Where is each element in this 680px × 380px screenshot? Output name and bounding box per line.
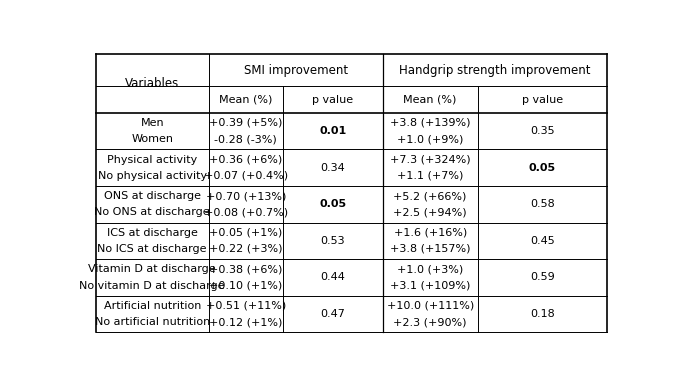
Text: Mean (%): Mean (%): [219, 95, 273, 105]
Text: 0.44: 0.44: [320, 272, 345, 282]
Text: 0.53: 0.53: [320, 236, 345, 246]
Text: 0.05: 0.05: [319, 199, 346, 209]
Text: 0.59: 0.59: [530, 272, 555, 282]
Text: SMI improvement: SMI improvement: [243, 64, 348, 77]
Text: +5.2 (+66%): +5.2 (+66%): [394, 191, 467, 201]
Text: +3.8 (+157%): +3.8 (+157%): [390, 244, 471, 254]
Text: +3.1 (+109%): +3.1 (+109%): [390, 280, 471, 290]
Text: +0.39 (+5%): +0.39 (+5%): [209, 118, 282, 128]
Text: +0.36 (+6%): +0.36 (+6%): [209, 155, 282, 165]
Text: +0.70 (+13%): +0.70 (+13%): [205, 191, 286, 201]
Text: +1.1 (+7%): +1.1 (+7%): [397, 171, 463, 181]
Text: +1.0 (+9%): +1.0 (+9%): [397, 134, 463, 144]
Text: +0.08 (+0.7%): +0.08 (+0.7%): [204, 207, 288, 217]
Text: +2.3 (+90%): +2.3 (+90%): [394, 317, 467, 327]
Text: Vitamin D at discharge: Vitamin D at discharge: [88, 264, 216, 274]
Text: ICS at discharge: ICS at discharge: [107, 228, 198, 238]
Text: Variables: Variables: [125, 77, 180, 90]
Text: No ICS at discharge: No ICS at discharge: [97, 244, 207, 254]
Text: No vitamin D at discharge: No vitamin D at discharge: [80, 280, 225, 290]
Text: 0.01: 0.01: [319, 126, 346, 136]
Text: 0.47: 0.47: [320, 309, 345, 319]
Text: +0.07 (+0.4%): +0.07 (+0.4%): [204, 171, 288, 181]
Text: No ONS at discharge: No ONS at discharge: [95, 207, 210, 217]
Text: +1.6 (+16%): +1.6 (+16%): [394, 228, 466, 238]
Text: No physical activity: No physical activity: [98, 171, 207, 181]
Text: +0.05 (+1%): +0.05 (+1%): [209, 228, 282, 238]
Text: +7.3 (+324%): +7.3 (+324%): [390, 155, 471, 165]
Text: Men: Men: [140, 118, 164, 128]
Text: Artificial nutrition: Artificial nutrition: [103, 301, 201, 311]
Text: Women: Women: [131, 134, 173, 144]
Text: ONS at discharge: ONS at discharge: [103, 191, 201, 201]
Text: p value: p value: [312, 95, 353, 105]
Text: Handgrip strength improvement: Handgrip strength improvement: [399, 64, 590, 77]
Text: +2.5 (+94%): +2.5 (+94%): [393, 207, 467, 217]
Text: Physical activity: Physical activity: [107, 155, 197, 165]
Text: +0.12 (+1%): +0.12 (+1%): [209, 317, 282, 327]
Text: 0.58: 0.58: [530, 199, 555, 209]
Text: -0.28 (-3%): -0.28 (-3%): [214, 134, 277, 144]
Text: Mean (%): Mean (%): [403, 95, 457, 105]
Text: +0.10 (+1%): +0.10 (+1%): [209, 280, 282, 290]
Text: 0.05: 0.05: [528, 163, 556, 173]
Text: 0.18: 0.18: [530, 309, 555, 319]
Text: +3.8 (+139%): +3.8 (+139%): [390, 118, 471, 128]
Text: +10.0 (+111%): +10.0 (+111%): [386, 301, 474, 311]
Text: p value: p value: [522, 95, 563, 105]
Text: +0.38 (+6%): +0.38 (+6%): [209, 264, 282, 274]
Text: 0.34: 0.34: [320, 163, 345, 173]
Text: +1.0 (+3%): +1.0 (+3%): [397, 264, 463, 274]
Text: 0.45: 0.45: [530, 236, 555, 246]
Text: 0.35: 0.35: [530, 126, 554, 136]
Text: +0.22 (+3%): +0.22 (+3%): [209, 244, 282, 254]
Text: No artificial nutrition: No artificial nutrition: [95, 317, 210, 327]
Text: +0.51 (+11%): +0.51 (+11%): [205, 301, 286, 311]
